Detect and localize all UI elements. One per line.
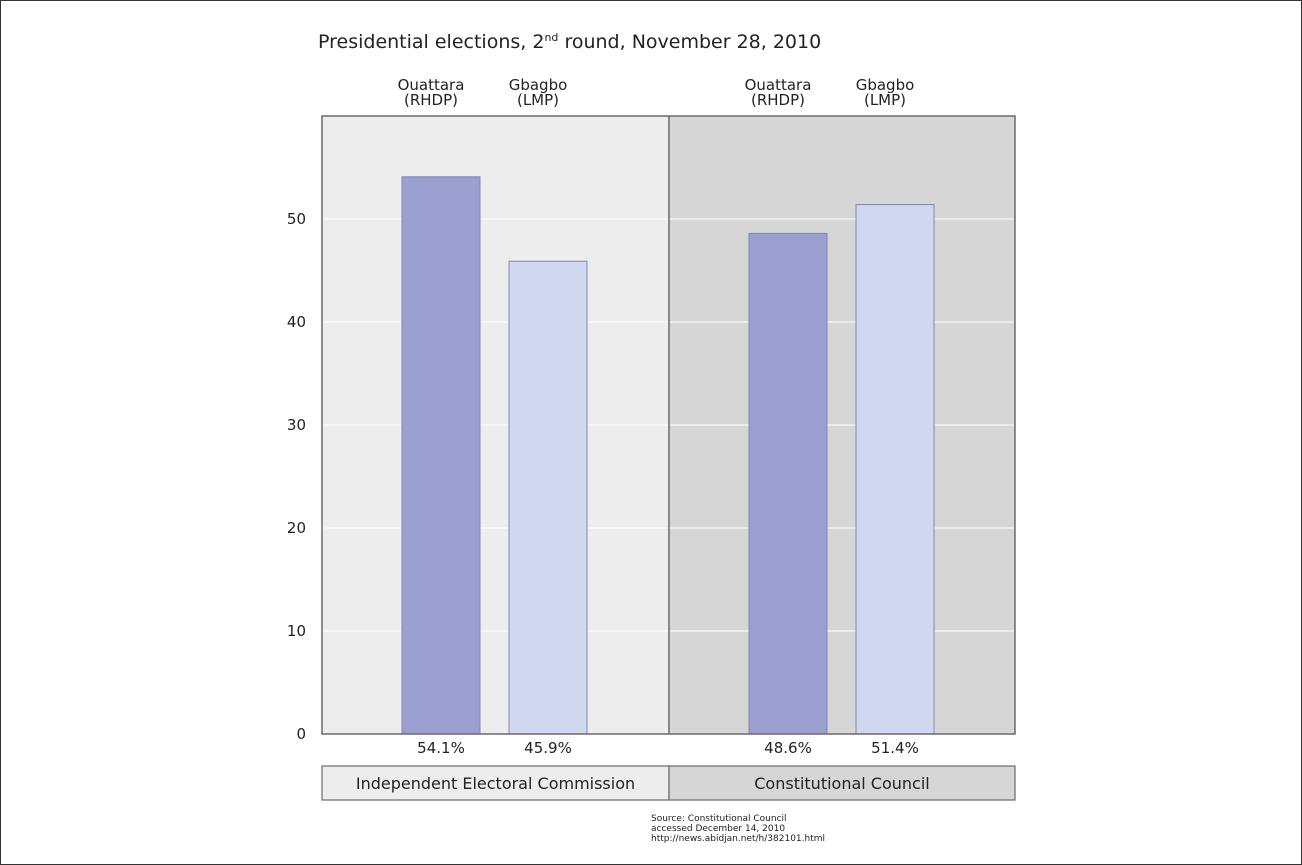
chart-title-main: Presidential elections, 2 (318, 31, 544, 53)
bar-1-0 (748, 232, 828, 735)
y-tick-label-3: 30 (287, 416, 306, 434)
y-tick-label-2: 20 (287, 519, 306, 537)
bar-value-label-1-0: 48.6% (764, 739, 812, 757)
bar-header-party-0-0: (RHDP) (404, 91, 458, 109)
bar-0-0 (401, 176, 481, 735)
category-label-0: Independent Electoral Commission (356, 774, 635, 793)
y-tick-label-1: 10 (287, 622, 306, 640)
bar-header-name-0-0: Ouattara (398, 76, 465, 94)
y-tick-label-5: 50 (287, 210, 306, 228)
bar-value-label-0-1: 45.9% (524, 739, 572, 757)
plot-border (321, 115, 1016, 735)
chart-title-rest: round, November 28, 2010 (558, 31, 821, 53)
bar-header-party-1-0: (RHDP) (751, 91, 805, 109)
chart-title-superscript: nd (544, 31, 558, 44)
category-box-0 (321, 765, 670, 801)
chart-title: Presidential elections, 2nd round, Novem… (318, 31, 821, 53)
category-box-1 (668, 765, 1016, 801)
category-label-1: Constitutional Council (754, 774, 929, 793)
bar-header-name-1-0: Ouattara (745, 76, 812, 94)
source-line-2: http://news.abidjan.net/h/382101.html (651, 834, 825, 844)
bar-value-label-1-1: 51.4% (871, 739, 919, 757)
bar-1-1 (855, 204, 935, 735)
bar-value-label-0-0: 54.1% (417, 739, 465, 757)
source-line-0: Source: Constitutional Council (651, 814, 787, 824)
bar-header-name-0-1: Gbagbo (509, 76, 568, 94)
y-tick-label-0: 0 (296, 725, 306, 743)
y-tick-label-4: 40 (287, 313, 306, 331)
bar-0-1 (508, 260, 588, 735)
source-line-1: accessed December 14, 2010 (651, 824, 785, 834)
bar-header-name-1-1: Gbagbo (856, 76, 915, 94)
bar-header-party-0-1: (LMP) (517, 91, 559, 109)
bar-header-party-1-1: (LMP) (864, 91, 906, 109)
